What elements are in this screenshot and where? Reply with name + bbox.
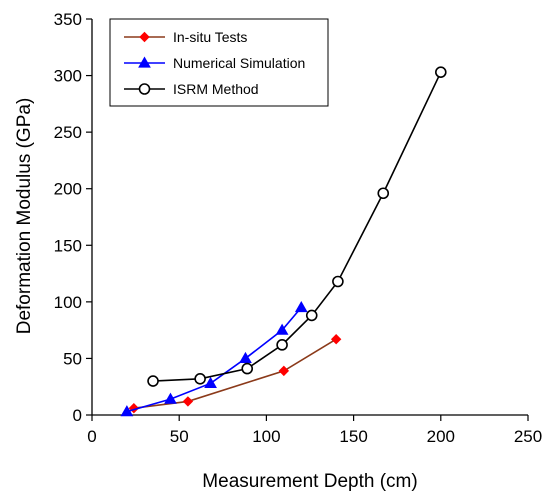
data-point: [204, 376, 217, 388]
x-tick-label: 150: [339, 427, 367, 446]
data-point: [239, 351, 252, 364]
data-point: [275, 323, 289, 335]
data-point: [434, 66, 447, 78]
series-2: [147, 66, 447, 387]
y-tick-label: 200: [54, 180, 82, 199]
x-tick-label: 200: [427, 427, 455, 446]
x-tick-label: 100: [252, 427, 280, 446]
legend: In-situ Tests Numerical Simulation ISRM Me…: [109, 18, 329, 107]
x-tick-label: 0: [87, 427, 96, 446]
series-line: [126, 306, 302, 413]
series-line: [133, 338, 337, 410]
data-point: [377, 187, 390, 200]
y-tick-label: 250: [54, 123, 82, 142]
legend-marker: [138, 56, 151, 68]
data-point: [278, 365, 290, 377]
legend-label: In-situ Tests: [173, 29, 247, 45]
legend-marker: [138, 83, 151, 95]
data-point: [182, 396, 194, 407]
series-0: [128, 333, 342, 414]
x-tick-label: 250: [514, 427, 542, 446]
data-point: [276, 339, 288, 351]
data-point: [147, 375, 159, 387]
data-point: [332, 275, 344, 288]
legend-label: ISRM Method: [173, 81, 259, 97]
data-point: [164, 392, 177, 404]
y-tick-label: 100: [54, 293, 82, 312]
y-axis-title: Deformation Modulus (GPa): [14, 98, 35, 335]
x-axis-title: Measurement Depth (cm): [202, 471, 417, 492]
y-tick-label: 150: [54, 236, 82, 255]
data-point: [194, 372, 206, 385]
data-point: [305, 309, 318, 322]
x-tick-label: 50: [170, 427, 189, 446]
y-tick-label: 350: [54, 10, 82, 29]
axes: 0 50 100 150 200 250 300 350 0 50 100 150 200 250: [54, 10, 543, 446]
legend-marker: [139, 31, 150, 43]
data-point: [294, 301, 308, 313]
y-tick-label: 300: [54, 67, 82, 86]
y-tick-label: 0: [73, 406, 82, 425]
data-point: [241, 362, 254, 375]
data-point: [120, 405, 134, 417]
series-line: [153, 71, 442, 382]
y-tick-label: 50: [63, 349, 82, 368]
data-point: [330, 333, 342, 345]
series-layer: [120, 66, 447, 417]
legend-label: Numerical Simulation: [173, 55, 305, 71]
series-1: [120, 301, 308, 417]
